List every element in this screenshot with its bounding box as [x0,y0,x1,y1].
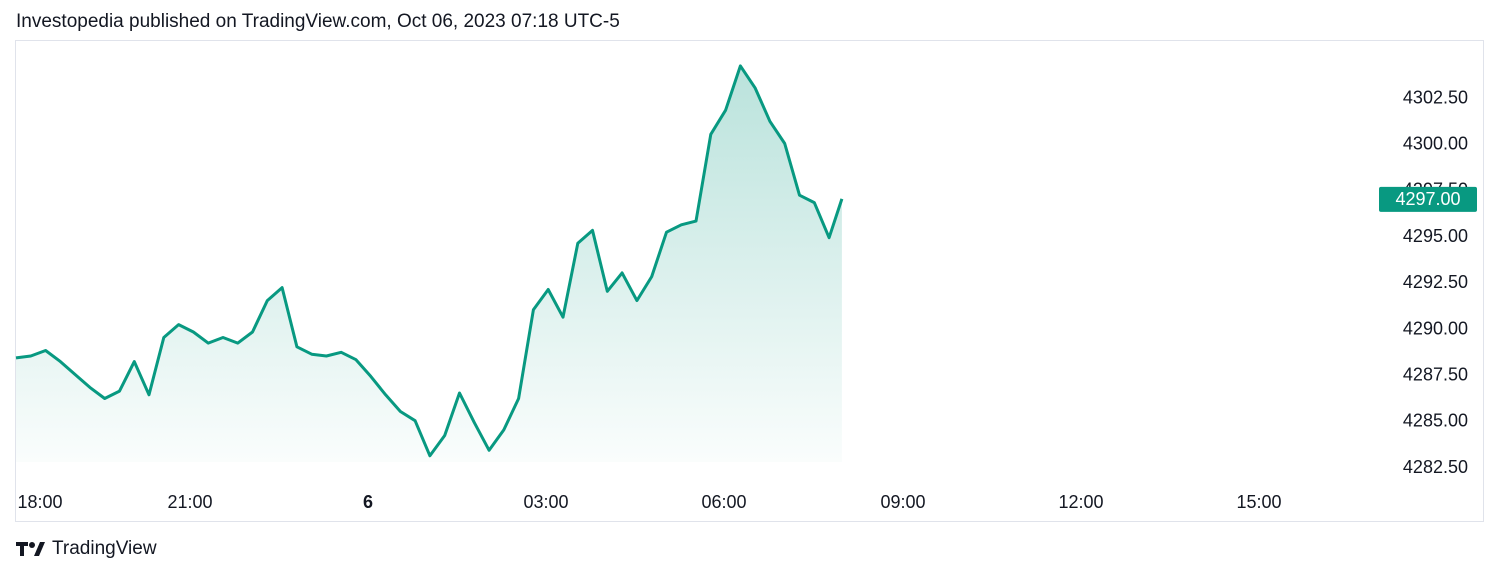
tradingview-logo-icon [16,542,45,556]
price-area-fill [16,65,842,463]
attribution-text: Investopedia published on TradingView.co… [16,11,620,32]
x-tick-label: 15:00 [1236,492,1281,512]
x-tick-label: 12:00 [1058,492,1103,512]
x-tick-label: 6 [363,492,373,512]
y-tick-label: 4285.00 [1403,411,1468,431]
x-tick-label: 03:00 [523,492,568,512]
chart-frame[interactable] [15,40,1484,522]
x-tick-label: 21:00 [167,492,212,512]
brand-name: TradingView [52,538,157,559]
price-series-line [15,64,844,458]
y-tick-label: 4295.00 [1403,226,1468,246]
y-tick-label: 4287.50 [1403,365,1468,385]
y-tick-label: 4282.50 [1403,457,1468,477]
tradingview-brand[interactable]: TradingView [16,538,157,560]
x-tick-label: 18:00 [17,492,62,512]
y-tick-label: 4302.50 [1403,87,1468,107]
x-tick-label: 09:00 [880,492,925,512]
last-price-tag [1379,186,1477,212]
x-tick-label: 06:00 [701,492,746,512]
y-tick-label: 4292.50 [1403,272,1468,292]
last-price-label: 4297.00 [1395,189,1460,209]
y-tick-label: 4300.00 [1403,134,1468,154]
y-tick-label: 4290.00 [1403,318,1468,338]
